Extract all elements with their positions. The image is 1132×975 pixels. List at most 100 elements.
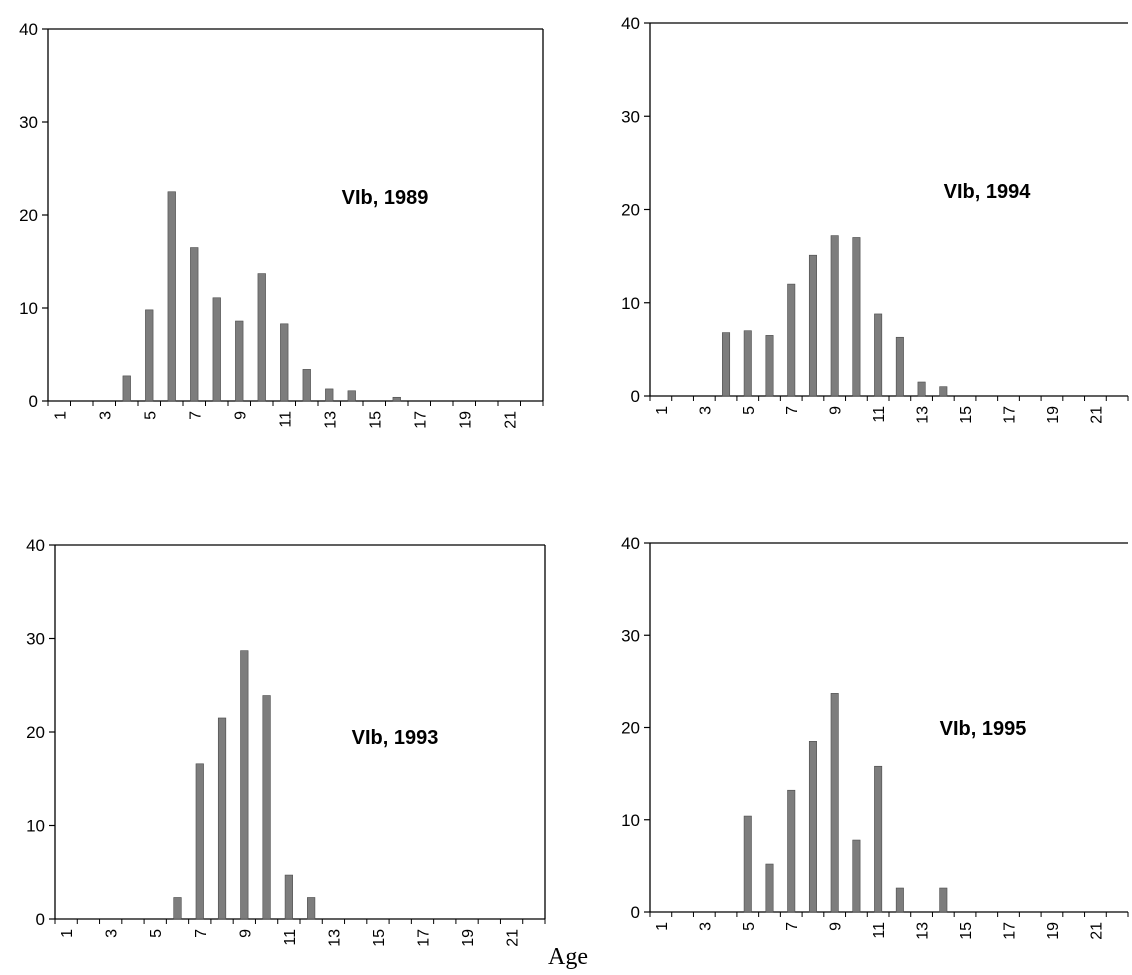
chart-3-y-tick-label: 10 [26,817,45,836]
chart-3-x-tick-label: 5 [148,929,165,938]
chart-2-x-tick-label: 9 [828,406,845,415]
shared-x-axis-label: Age [548,944,588,970]
chart-4-bar [808,741,817,913]
chart-4-bar [895,887,904,913]
chart-2-bar [852,237,861,397]
chart-2-bar [874,313,883,397]
chart-3-bar [284,874,293,920]
chart-1-x-tick-label: 13 [322,411,339,429]
chart-1-x-tick-label: 1 [52,411,69,420]
chart-2-x-tick-label: 15 [958,406,975,424]
chart-2-y-tick-label: 40 [621,14,640,33]
chart-2-x-tick-label: 11 [871,406,888,423]
chart-1-x-tick-label: 17 [412,411,429,429]
chart-3-x-tick-label: 17 [416,929,433,947]
chart-1-x-tick-label: 5 [142,411,159,420]
chart-4-y-tick-label: 0 [631,903,640,922]
chart-3-title: VIb, 1993 [352,727,439,749]
chart-2-x-tick-label: 17 [1002,406,1019,424]
chart-3-x-tick-label: 19 [460,929,477,947]
chart-3-x-tick-label: 1 [59,929,76,938]
chart-1-bar [145,309,154,402]
chart-4-y-tick-label: 40 [621,534,640,553]
chart-1-y-tick-label: 20 [19,206,38,225]
chart-2-y-tick-label: 0 [631,387,640,406]
chart-3-bar [217,717,227,920]
chart-4-x-tick-label: 9 [828,922,845,931]
chart-2-bar [743,330,752,397]
chart-2-y-tick-label: 10 [621,294,640,313]
chart-2-bar [722,332,731,397]
chart-4-title: VIb, 1995 [940,718,1027,740]
chart-4-bar [939,887,948,913]
chart-4-x-tick-label: 15 [958,922,975,940]
chart-4-bar [830,693,839,913]
chart-4-bar [787,789,796,913]
chart-4-x-tick-label: 5 [741,922,758,931]
chart-1-x-tick-label: 7 [187,411,204,420]
chart-3-x-tick-label: 13 [326,929,343,947]
chart-4-x-tick-label: 11 [871,922,888,939]
chart-2-x-tick-label: 21 [1088,406,1105,424]
chart-2-x-tick-label: 13 [915,406,932,424]
chart-2-y-tick-label: 30 [621,107,640,126]
chart-3-y-tick-label: 30 [26,630,45,649]
chart-4-bar [743,815,752,913]
chart-2-bar [808,254,817,397]
chart-3-bar [262,695,271,920]
chart-4-y-tick-label: 10 [621,811,640,830]
chart-3-x-tick-label: 9 [237,929,254,938]
chart-3-bar [195,763,204,920]
chart-2-y-tick-label: 20 [621,201,640,220]
chart-1-bar [190,247,199,402]
chart-2-bar [895,336,904,397]
chart-4-bar [874,765,883,913]
chart-1-x-tick-label: 11 [277,411,294,428]
chart-1-bar [167,191,176,402]
chart-1-y-tick-label: 30 [19,113,38,132]
chart-4-x-tick-label: 3 [697,922,714,931]
chart-3-y-tick-label: 20 [26,723,45,742]
chart-2-x-tick-label: 5 [741,406,758,415]
chart-1-x-tick-label: 3 [97,411,114,420]
chart-2-x-tick-label: 7 [784,406,801,415]
chart-1-y-tick-label: 0 [29,392,38,411]
chart-3-y-tick-label: 40 [26,536,45,555]
chart-2-bar [765,335,774,397]
chart-3-x-tick-label: 7 [193,929,210,938]
chart-4-x-tick-label: 1 [654,922,671,931]
chart-1-bar [302,369,311,402]
chart-4-x-tick-label: 19 [1045,922,1062,940]
chart-4-y-tick-label: 20 [621,719,640,738]
chart-2-bar [787,283,796,397]
chart-4-x-tick-label: 17 [1002,922,1019,940]
chart-4-x-tick-label: 7 [784,922,801,931]
chart-4-x-tick-label: 21 [1088,922,1105,940]
chart-4-bar [765,863,774,913]
chart-1-x-tick-label: 9 [232,411,249,420]
chart-4-bar [852,839,861,913]
chart-3-y-tick-label: 0 [36,910,45,929]
chart-3-bar [173,897,182,920]
chart-3-x-tick-label: 3 [104,929,121,938]
chart-1-x-tick-label: 19 [457,411,474,429]
chart-1-bar [235,320,244,402]
chart-4-x-tick-label: 13 [915,922,932,940]
chart-2-x-tick-label: 3 [697,406,714,415]
chart-1-bar [347,390,356,402]
chart-2-title: VIb, 1994 [944,181,1032,203]
chart-2-x-tick-label: 1 [654,406,671,415]
chart-1-x-tick-label: 15 [367,411,384,429]
chart-1-bar [212,297,221,402]
chart-1-title: VIb, 1989 [342,187,429,209]
chart-1-bar [257,273,266,402]
chart-3-x-tick-label: 11 [282,929,299,946]
chart-4-y-tick-label: 30 [621,626,640,645]
chart-3-x-tick-label: 21 [505,929,522,947]
chart-3-bar [307,897,316,920]
chart-3-x-tick-label: 15 [371,929,388,947]
chart-1-bar [122,375,131,402]
chart-2-bar [917,381,926,397]
chart-2-x-tick-label: 19 [1045,406,1062,424]
